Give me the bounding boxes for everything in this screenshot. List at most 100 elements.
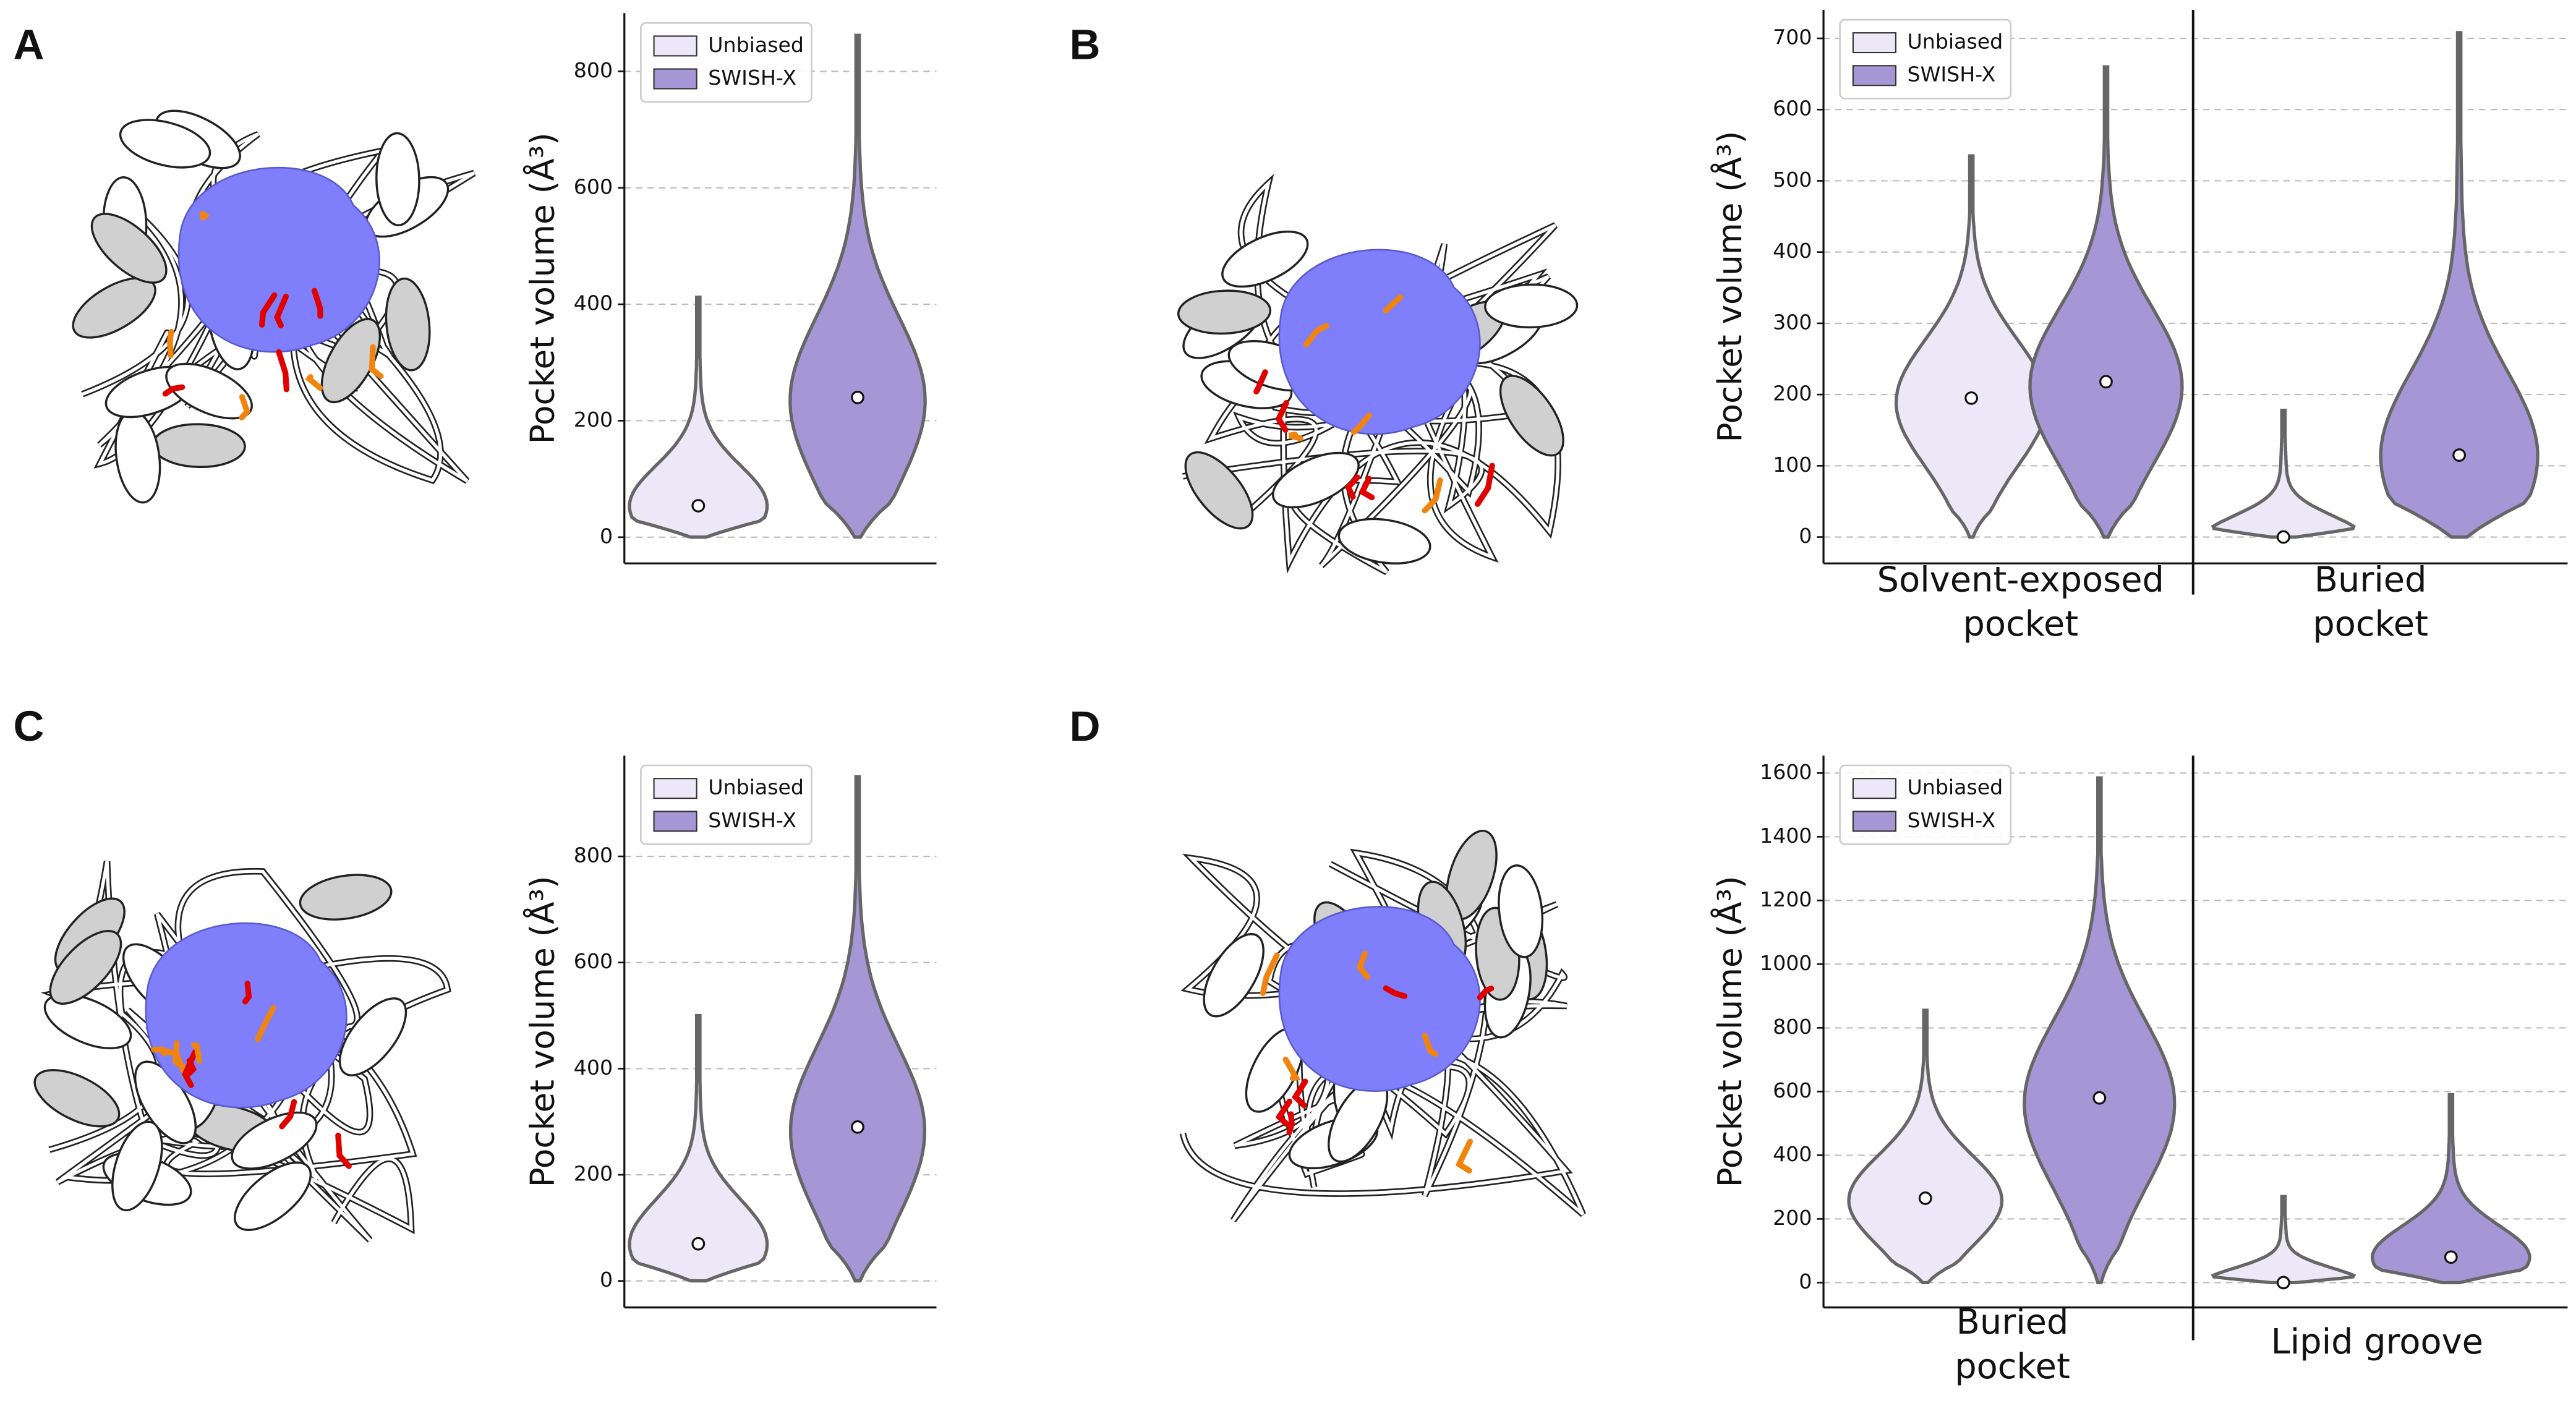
- legend-label: Unbiased: [708, 775, 804, 799]
- residue-stick: [1383, 985, 1408, 999]
- residue-stick: [255, 1005, 276, 1042]
- y-axis-label: Pocket volume (Å³): [1710, 876, 1749, 1187]
- protein-helix: [1184, 451, 1254, 530]
- legend-swatch: [653, 778, 697, 799]
- protein-helix: [338, 997, 407, 1076]
- residue-stick: [1383, 294, 1404, 313]
- residue-stick: [190, 1042, 203, 1064]
- legend-label: Unbiased: [1908, 775, 2003, 799]
- residue-stick: [166, 329, 174, 359]
- y-tick-label: 400: [1773, 239, 1812, 263]
- legend-swatch: [1852, 32, 1896, 54]
- protein-helix: [385, 277, 431, 372]
- median-marker: [2099, 375, 2113, 389]
- y-tick-label: 0: [1799, 1269, 1812, 1293]
- median-marker: [1964, 391, 1979, 405]
- protein-helix: [111, 1120, 163, 1212]
- protein-helix: [119, 119, 211, 169]
- violin: [1847, 1008, 2004, 1285]
- residue-stick: [1422, 1033, 1438, 1057]
- y-tick-label: 200: [574, 1162, 613, 1186]
- residue-stick: [1303, 323, 1329, 347]
- y-tick-label: 1000: [1760, 951, 1812, 975]
- median-marker: [2444, 1250, 2458, 1264]
- residue-stick: [199, 210, 210, 221]
- legend-swatch: [1852, 811, 1896, 832]
- category-label: Buried pocket: [2313, 560, 2428, 644]
- protein-helix: [299, 874, 393, 921]
- residue-stick: [162, 1048, 186, 1074]
- residue-stick: [1275, 1098, 1293, 1127]
- y-tick-label: 0: [1799, 524, 1812, 548]
- residue-stick: [274, 294, 289, 329]
- y-tick-label: 600: [574, 174, 613, 198]
- violin: [1894, 154, 2049, 539]
- y-tick-label: 200: [1773, 1206, 1812, 1230]
- residue-stick: [1291, 1078, 1308, 1109]
- protein-helix: [234, 1161, 312, 1231]
- residue-stick: [258, 292, 278, 328]
- category-label: Lipid groove: [2271, 1322, 2483, 1362]
- protein-helix: [231, 1111, 318, 1170]
- y-tick-label: 1600: [1760, 760, 1812, 784]
- violin: [2211, 1195, 2356, 1285]
- violin: [2211, 408, 2356, 539]
- y-tick-label: 1200: [1760, 887, 1812, 911]
- panel-label: A: [14, 20, 45, 69]
- residue-stick: [1275, 400, 1289, 433]
- protein-helix: [1203, 933, 1265, 1018]
- residue-stick: [1282, 1057, 1301, 1081]
- violin: [2028, 65, 2184, 539]
- y-tick-label: 300: [1773, 310, 1812, 334]
- y-axis-label: Pocket volume (Å³): [1710, 131, 1749, 443]
- protein-illustration: [72, 109, 476, 504]
- panel-label: C: [14, 702, 45, 750]
- residue-stick: [1422, 477, 1443, 514]
- violin: [2370, 1093, 2531, 1285]
- median-marker: [851, 1120, 864, 1134]
- protein-helix: [43, 993, 132, 1050]
- residue-stick: [1475, 462, 1495, 507]
- protein-illustration: [1177, 174, 1579, 576]
- residue-stick: [305, 374, 323, 391]
- y-tick-label: 0: [600, 524, 613, 548]
- protein-helix: [151, 423, 246, 468]
- residue-stick: [1260, 952, 1280, 996]
- legend-label: Unbiased: [1908, 30, 2003, 54]
- protein-illustration: [1179, 829, 1586, 1223]
- residue-stick: [239, 394, 250, 420]
- y-tick-label: 600: [574, 949, 613, 973]
- residue-stick: [1344, 474, 1360, 500]
- legend-swatch: [653, 35, 697, 57]
- residue-stick: [369, 344, 384, 380]
- y-tick-label: 200: [1773, 381, 1812, 406]
- residue-stick: [1289, 432, 1303, 441]
- median-marker: [2092, 1091, 2107, 1105]
- y-tick-label: 800: [1773, 1015, 1812, 1039]
- residue-stick: [311, 288, 323, 319]
- protein-helix: [72, 277, 156, 339]
- pocket-surface: [1278, 249, 1481, 435]
- category-label: Buried pocket: [1955, 1302, 2070, 1387]
- protein-helix: [90, 213, 168, 284]
- residue-stick: [1286, 1111, 1295, 1136]
- legend-label: SWISH-X: [708, 808, 796, 832]
- y-tick-label: 600: [1773, 96, 1812, 121]
- panel-label: B: [1070, 20, 1101, 69]
- median-marker: [691, 499, 706, 513]
- legend-swatch: [653, 811, 697, 832]
- y-tick-label: 0: [600, 1268, 613, 1292]
- y-tick-label: 400: [574, 291, 613, 315]
- residue-stick: [276, 349, 290, 393]
- protein-helix: [1221, 230, 1309, 288]
- protein-helix: [1484, 283, 1579, 329]
- median-marker: [691, 1237, 706, 1251]
- protein-helix: [114, 410, 161, 504]
- residue-stick: [1356, 950, 1371, 980]
- legend-swatch: [1852, 65, 1896, 87]
- protein-helix: [33, 1069, 121, 1128]
- median-marker: [2452, 448, 2467, 462]
- y-tick-label: 800: [574, 58, 613, 82]
- legend-swatch: [1852, 778, 1896, 799]
